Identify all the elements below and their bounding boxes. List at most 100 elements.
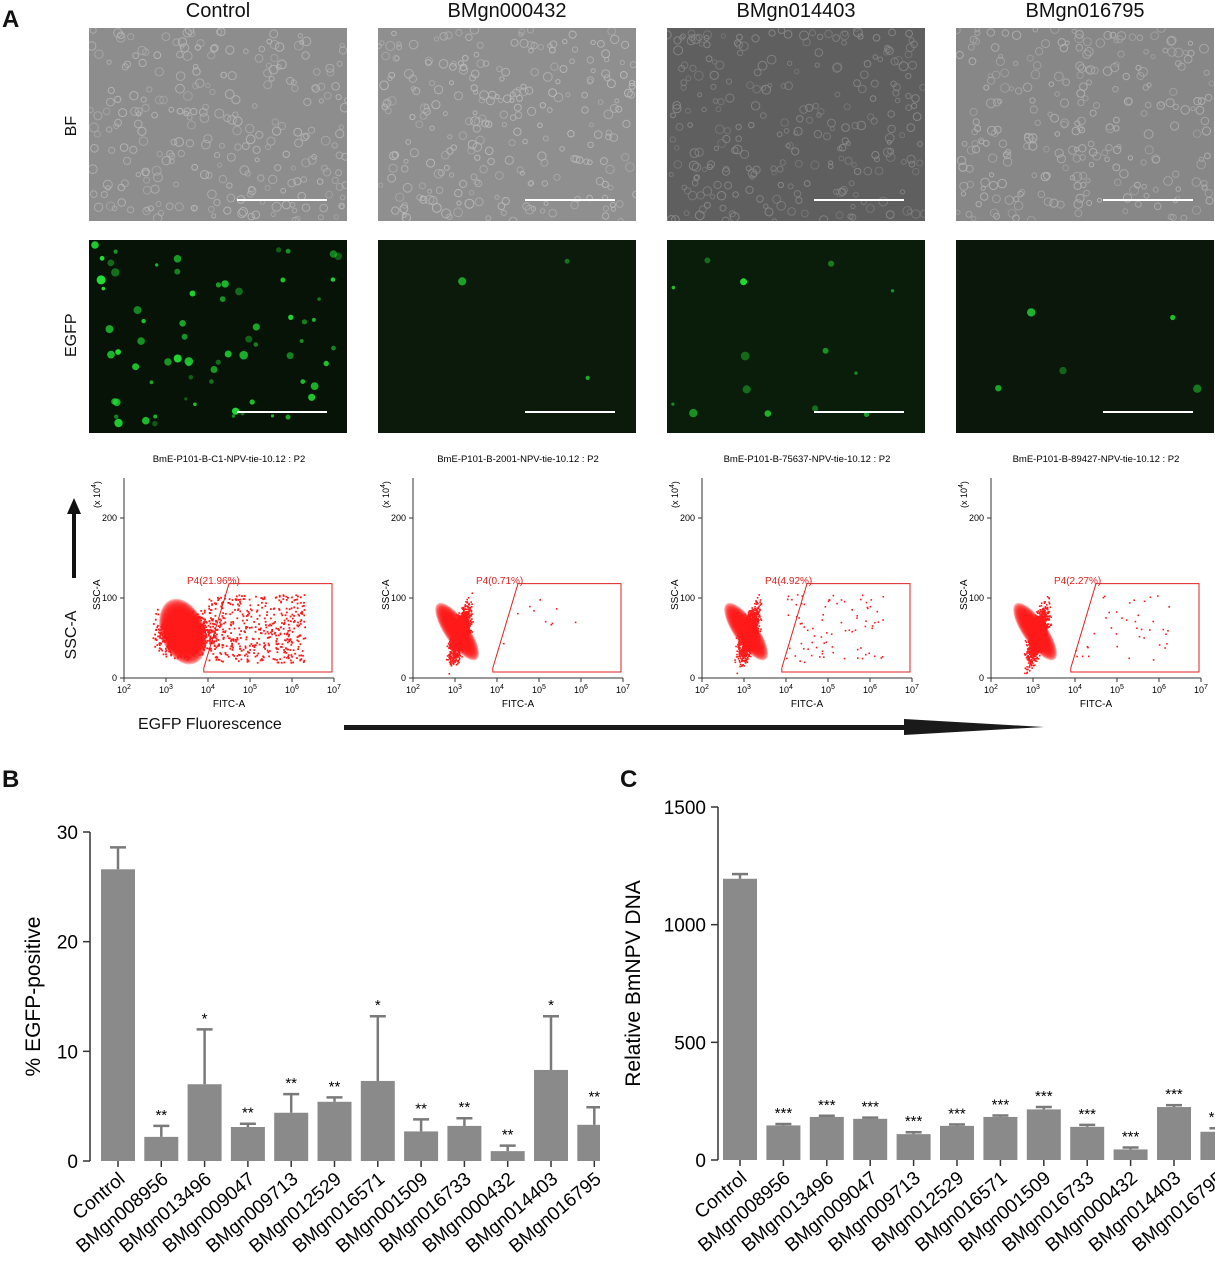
column-title-bmgn000432: BMgn000432 <box>447 0 567 22</box>
significance-marker: ** <box>242 1105 254 1122</box>
significance-marker: ** <box>155 1107 167 1124</box>
y-tick-label: 0 <box>695 1151 706 1172</box>
flow-x-title: FITC-A <box>213 699 246 710</box>
flow-x-tick: 107 <box>905 684 919 695</box>
bar <box>144 1136 179 1161</box>
row-label-bf: BF <box>63 115 80 137</box>
flow-x-tick: 104 <box>201 684 215 695</box>
significance-marker: * <box>202 1010 208 1027</box>
flow-y-tick: 100 <box>391 593 406 603</box>
flow-x-title: FITC-A <box>502 699 535 710</box>
panel-c-label: C <box>620 766 638 793</box>
egfp-fluorescence-label: EGFP Fluorescence <box>138 716 282 733</box>
column-title-bmgn016795: BMgn016795 <box>1025 0 1145 22</box>
flow-y-tick: 100 <box>969 593 984 603</box>
flow-x-tick: 105 <box>821 684 835 695</box>
significance-marker: *** <box>861 1099 879 1116</box>
bar <box>447 1125 482 1161</box>
bar <box>853 1118 888 1160</box>
bar <box>766 1125 801 1160</box>
significance-marker: ** <box>415 1100 427 1117</box>
significance-marker: ** <box>285 1075 297 1092</box>
flow-plot-control: BmE-P101-B-C1-NPV-tie-10.12 : P2 0 100 200(… <box>88 450 346 717</box>
flow-y-tick: 100 <box>680 593 695 603</box>
significance-marker: *** <box>1035 1088 1053 1105</box>
bar <box>230 1127 265 1161</box>
bar <box>360 1080 395 1161</box>
flow-y-tick: 0 <box>401 673 406 683</box>
bf-image-bmgn016795 <box>956 28 1214 221</box>
flow-plot-title: BmE-P101-B-2001-NPV-tie-10.12 : P2 <box>437 454 599 465</box>
y-tick-label: 10 <box>57 1042 78 1063</box>
flow-plot-bmgn000432: BmE-P101-B-2001-NPV-tie-10.12 : P2 0 100 20… <box>377 450 635 717</box>
flow-y-multiplier: (x 104) <box>380 481 391 508</box>
flow-x-tick: 104 <box>779 684 793 695</box>
flow-x-tick: 107 <box>327 684 341 695</box>
flow-y-tick: 100 <box>102 593 117 603</box>
bf-image-bmgn000432 <box>378 28 636 221</box>
flow-x-tick: 104 <box>490 684 504 695</box>
bar <box>1200 1131 1215 1160</box>
significance-marker: *** <box>1209 1109 1215 1126</box>
flow-x-tick: 107 <box>616 684 630 695</box>
flow-x-tick: 106 <box>574 684 588 695</box>
row-label-egfp: EGFP <box>63 313 80 357</box>
bar <box>723 878 757 1160</box>
significance-marker: ** <box>588 1088 600 1105</box>
bar <box>187 1084 222 1161</box>
flow-x-tick: 106 <box>285 684 299 695</box>
flow-y-title: SSC-A <box>959 579 970 610</box>
significance-marker: *** <box>1122 1129 1140 1146</box>
egfp-image-bmgn016795 <box>956 240 1214 433</box>
gate-label: P4(2.27%) <box>1054 576 1101 587</box>
flow-x-tick: 104 <box>1068 684 1082 695</box>
bf-image-bmgn014403 <box>667 28 925 221</box>
significance-marker: *** <box>1165 1086 1183 1103</box>
column-title-bmgn014403: BMgn014403 <box>736 0 856 22</box>
significance-marker: *** <box>1078 1106 1096 1123</box>
y-tick-label: 0 <box>67 1152 78 1173</box>
flow-x-tick: 105 <box>1110 684 1124 695</box>
y-tick-label: 1500 <box>664 798 706 819</box>
significance-marker: * <box>548 997 554 1014</box>
bar <box>534 1069 568 1161</box>
y-axis-label: Relative BmNPV DNA <box>622 880 645 1087</box>
panel-a-label: A <box>2 6 20 33</box>
flow-plot-bmgn014403: BmE-P101-B-75637-NPV-tie-10.12 : P2 0 100 2… <box>666 450 924 717</box>
bar <box>940 1125 974 1160</box>
flow-x-tick: 102 <box>406 684 420 695</box>
flow-y-tick: 0 <box>112 673 117 683</box>
y-tick-label: 20 <box>57 933 78 954</box>
significance-marker: * <box>375 997 381 1014</box>
flow-x-tick: 106 <box>1152 684 1166 695</box>
significance-marker: *** <box>818 1097 836 1114</box>
bar <box>1070 1126 1105 1160</box>
flow-y-multiplier: (x 104) <box>958 481 969 508</box>
flow-plot-title: BmE-P101-B-89427-NPV-tie-10.12 : P2 <box>1013 454 1180 465</box>
flow-x-tick: 103 <box>1026 684 1040 695</box>
significance-marker: ** <box>502 1127 514 1144</box>
bf-image-control <box>89 28 347 221</box>
flow-y-tick: 200 <box>391 513 406 523</box>
flow-x-tick: 103 <box>159 684 173 695</box>
significance-marker: *** <box>948 1105 966 1122</box>
significance-marker: *** <box>905 1113 923 1130</box>
row-label-ssc-a: SSC-A <box>63 610 80 660</box>
egfp-image-bmgn000432 <box>378 240 636 433</box>
panel-b-label: B <box>2 766 20 793</box>
bar <box>983 1116 1018 1160</box>
bar <box>896 1134 931 1160</box>
egfp-image-control <box>89 240 347 433</box>
flow-y-title: SSC-A <box>670 579 681 610</box>
flow-x-title: FITC-A <box>1080 699 1113 710</box>
flow-x-tick: 107 <box>1194 684 1208 695</box>
flow-x-tick: 103 <box>737 684 751 695</box>
flow-x-tick: 102 <box>695 684 709 695</box>
column-title-control: Control <box>185 0 251 22</box>
ssc-axis-arrow <box>67 498 81 578</box>
egfp-image-bmgn014403 <box>667 240 925 433</box>
bar <box>809 1116 844 1160</box>
bar <box>274 1112 309 1161</box>
